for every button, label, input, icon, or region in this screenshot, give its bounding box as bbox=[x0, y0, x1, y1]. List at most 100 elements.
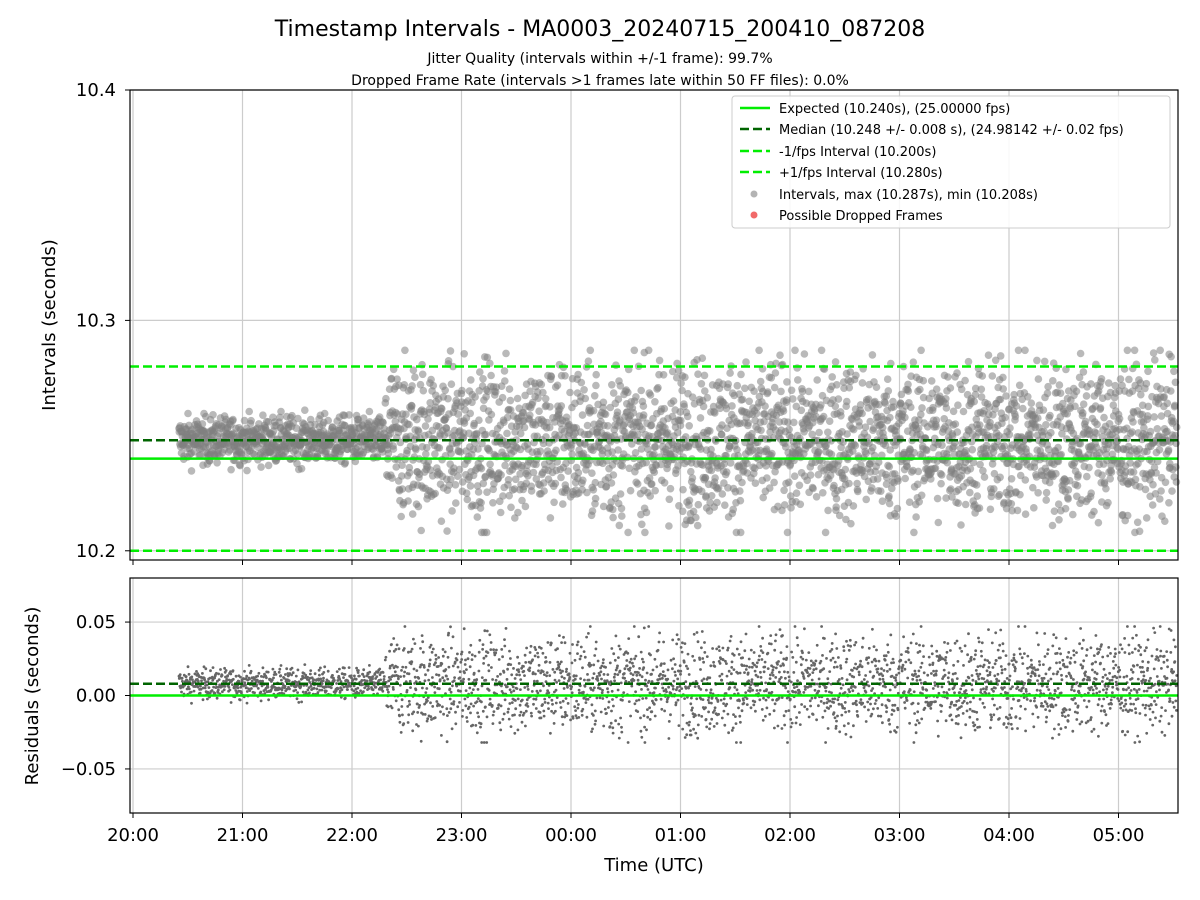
interval-point bbox=[466, 409, 475, 418]
residual-point bbox=[481, 643, 485, 646]
interval-point bbox=[1149, 349, 1158, 357]
residual-point bbox=[700, 679, 704, 683]
interval-point bbox=[277, 407, 285, 416]
interval-point bbox=[546, 403, 554, 411]
residual-point bbox=[472, 704, 475, 708]
top-axes-frame bbox=[129, 89, 1179, 561]
interval-point bbox=[1005, 430, 1014, 439]
residual-point bbox=[179, 686, 183, 690]
residual-point bbox=[556, 647, 559, 651]
residual-point bbox=[371, 677, 374, 681]
residual-point bbox=[485, 715, 489, 719]
interval-point bbox=[449, 362, 457, 371]
residual-point bbox=[616, 664, 619, 668]
residual-point bbox=[475, 678, 479, 681]
residual-point bbox=[639, 650, 643, 654]
interval-point bbox=[1161, 478, 1170, 487]
interval-point bbox=[663, 429, 672, 437]
interval-point bbox=[1130, 346, 1139, 355]
residual-point bbox=[231, 677, 235, 681]
residual-point bbox=[245, 674, 249, 678]
residual-point bbox=[211, 666, 215, 669]
interval-point bbox=[784, 418, 792, 427]
interval-point bbox=[706, 427, 714, 435]
interval-point bbox=[990, 485, 998, 493]
interval-point bbox=[966, 465, 975, 473]
interval-point bbox=[919, 393, 928, 402]
residual-point bbox=[435, 673, 438, 676]
residual-point bbox=[632, 625, 636, 628]
residual-point bbox=[402, 647, 406, 650]
legend-median-label: Median (10.248 +/- 0.008 s), (24.98142 +… bbox=[779, 123, 1124, 138]
residual-point bbox=[279, 664, 283, 667]
residual-point bbox=[713, 665, 717, 668]
residual-point bbox=[368, 664, 371, 667]
residual-point bbox=[389, 678, 392, 681]
residual-point bbox=[534, 672, 537, 676]
interval-point bbox=[785, 478, 793, 487]
residual-point bbox=[510, 701, 514, 704]
residual-point bbox=[419, 647, 422, 650]
residual-point bbox=[199, 684, 202, 688]
residual-point bbox=[503, 638, 506, 641]
residual-point bbox=[454, 710, 457, 714]
interval-point bbox=[901, 474, 909, 483]
residual-point bbox=[555, 696, 559, 699]
residual-point bbox=[450, 646, 453, 650]
interval-point bbox=[489, 499, 497, 507]
residual-point bbox=[434, 653, 438, 657]
residual-point bbox=[630, 684, 634, 688]
interval-point bbox=[798, 387, 807, 396]
residual-point bbox=[446, 677, 450, 681]
interval-point bbox=[1056, 389, 1065, 398]
interval-point bbox=[499, 492, 507, 500]
interval-point bbox=[1075, 373, 1084, 382]
residual-point bbox=[626, 651, 630, 655]
residual-point bbox=[701, 657, 705, 660]
interval-point bbox=[1054, 443, 1062, 452]
interval-point bbox=[405, 468, 414, 477]
interval-point bbox=[996, 395, 1005, 404]
residual-point bbox=[593, 722, 597, 726]
residual-point bbox=[223, 666, 227, 670]
interval-point bbox=[780, 486, 788, 495]
residual-point bbox=[645, 671, 649, 675]
interval-point bbox=[748, 429, 756, 438]
residual-point bbox=[587, 632, 590, 635]
interval-point bbox=[637, 386, 645, 395]
residual-point bbox=[313, 672, 317, 676]
interval-point bbox=[946, 384, 955, 392]
residual-point bbox=[696, 640, 700, 644]
residual-point bbox=[539, 689, 542, 693]
interval-point bbox=[889, 403, 898, 411]
residual-point bbox=[552, 722, 556, 725]
interval-point bbox=[985, 403, 994, 411]
residual-point bbox=[297, 680, 301, 684]
interval-point bbox=[852, 371, 860, 380]
interval-point bbox=[526, 411, 534, 420]
interval-point bbox=[1171, 431, 1179, 440]
residual-point bbox=[470, 653, 474, 657]
residual-point bbox=[312, 678, 316, 682]
interval-point bbox=[1083, 472, 1091, 481]
residual-point bbox=[694, 714, 697, 717]
interval-point bbox=[1142, 514, 1151, 522]
residual-point bbox=[520, 698, 524, 702]
residual-point bbox=[407, 699, 411, 703]
residual-point bbox=[347, 666, 351, 669]
interval-point bbox=[626, 486, 635, 495]
residual-point bbox=[657, 640, 661, 644]
residual-point bbox=[616, 673, 620, 676]
interval-point bbox=[477, 464, 486, 473]
interval-point bbox=[1079, 409, 1087, 417]
interval-point bbox=[728, 402, 736, 410]
interval-point bbox=[476, 368, 484, 376]
residual-point bbox=[574, 709, 577, 712]
residual-point bbox=[687, 723, 691, 727]
residual-point bbox=[637, 635, 641, 639]
residual-point bbox=[475, 731, 479, 735]
residual-point bbox=[689, 729, 692, 732]
interval-point bbox=[776, 351, 784, 360]
residual-point bbox=[593, 686, 596, 690]
residual-point bbox=[479, 722, 483, 726]
